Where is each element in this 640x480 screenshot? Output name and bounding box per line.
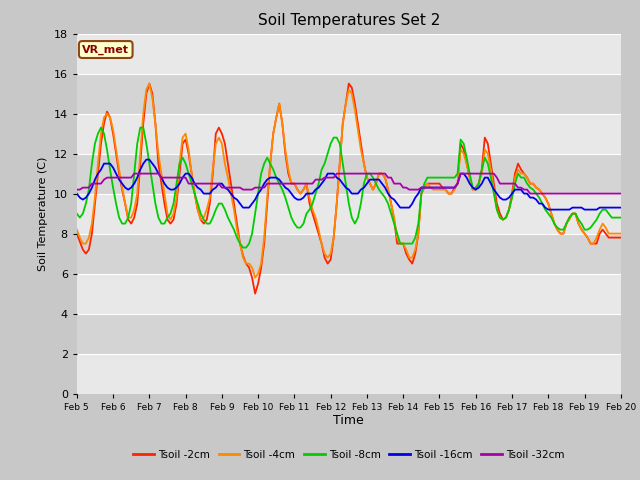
- Tsoil -32cm: [336, 171, 344, 177]
- Tsoil -4cm: [339, 120, 347, 126]
- Tsoil -4cm: [157, 171, 165, 177]
- Tsoil -16cm: [545, 207, 552, 213]
- Tsoil -2cm: [252, 291, 259, 297]
- Tsoil -16cm: [336, 177, 344, 182]
- Tsoil -4cm: [145, 81, 153, 86]
- Tsoil -32cm: [157, 175, 165, 180]
- Text: VR_met: VR_met: [82, 44, 129, 55]
- Tsoil -16cm: [617, 204, 625, 210]
- Bar: [77, 154, 621, 193]
- Tsoil -8cm: [339, 161, 347, 167]
- Tsoil -32cm: [339, 171, 347, 177]
- Tsoil -32cm: [617, 191, 625, 196]
- Line: Tsoil -4cm: Tsoil -4cm: [77, 84, 621, 277]
- Title: Soil Temperatures Set 2: Soil Temperatures Set 2: [258, 13, 440, 28]
- Tsoil -2cm: [339, 120, 347, 126]
- Tsoil -16cm: [339, 180, 347, 186]
- Bar: [77, 193, 621, 234]
- Tsoil -8cm: [227, 221, 235, 227]
- Tsoil -8cm: [122, 221, 129, 227]
- Line: Tsoil -8cm: Tsoil -8cm: [77, 128, 621, 248]
- Bar: [77, 313, 621, 354]
- Y-axis label: Soil Temperature (C): Soil Temperature (C): [38, 156, 48, 271]
- Tsoil -8cm: [157, 221, 165, 227]
- Tsoil -2cm: [529, 180, 537, 186]
- Tsoil -4cm: [342, 101, 349, 107]
- Tsoil -16cm: [157, 175, 165, 180]
- Tsoil -8cm: [73, 211, 81, 216]
- Tsoil -16cm: [227, 191, 235, 196]
- Line: Tsoil -16cm: Tsoil -16cm: [77, 159, 621, 210]
- Tsoil -32cm: [227, 185, 235, 191]
- Tsoil -32cm: [526, 191, 534, 196]
- Tsoil -32cm: [118, 175, 126, 180]
- Tsoil -2cm: [145, 81, 153, 86]
- Bar: [77, 34, 621, 73]
- Tsoil -16cm: [73, 191, 81, 196]
- Tsoil -4cm: [252, 275, 259, 280]
- Tsoil -16cm: [118, 180, 126, 186]
- Tsoil -2cm: [227, 180, 235, 186]
- Bar: [77, 354, 621, 394]
- Line: Tsoil -32cm: Tsoil -32cm: [77, 174, 621, 193]
- Tsoil -4cm: [617, 231, 625, 237]
- Tsoil -4cm: [118, 185, 126, 191]
- Tsoil -32cm: [73, 187, 81, 192]
- Tsoil -32cm: [529, 191, 537, 196]
- Bar: [77, 114, 621, 154]
- Tsoil -16cm: [143, 156, 150, 162]
- Tsoil -16cm: [526, 195, 534, 201]
- Tsoil -8cm: [97, 125, 105, 131]
- Tsoil -2cm: [118, 187, 126, 192]
- Tsoil -4cm: [529, 180, 537, 186]
- Tsoil -8cm: [239, 245, 247, 251]
- Tsoil -8cm: [342, 180, 349, 186]
- Tsoil -4cm: [227, 191, 235, 196]
- Bar: [77, 234, 621, 274]
- Line: Tsoil -2cm: Tsoil -2cm: [77, 84, 621, 294]
- Tsoil -8cm: [617, 215, 625, 220]
- Legend: Tsoil -2cm, Tsoil -4cm, Tsoil -8cm, Tsoil -16cm, Tsoil -32cm: Tsoil -2cm, Tsoil -4cm, Tsoil -8cm, Tsoi…: [129, 445, 568, 464]
- X-axis label: Time: Time: [333, 414, 364, 427]
- Tsoil -4cm: [73, 227, 81, 232]
- Tsoil -2cm: [73, 231, 81, 237]
- Bar: [77, 73, 621, 114]
- Bar: [77, 274, 621, 313]
- Tsoil -2cm: [342, 101, 349, 107]
- Tsoil -8cm: [529, 187, 537, 192]
- Tsoil -32cm: [131, 171, 138, 177]
- Tsoil -2cm: [617, 235, 625, 240]
- Tsoil -2cm: [157, 180, 165, 186]
